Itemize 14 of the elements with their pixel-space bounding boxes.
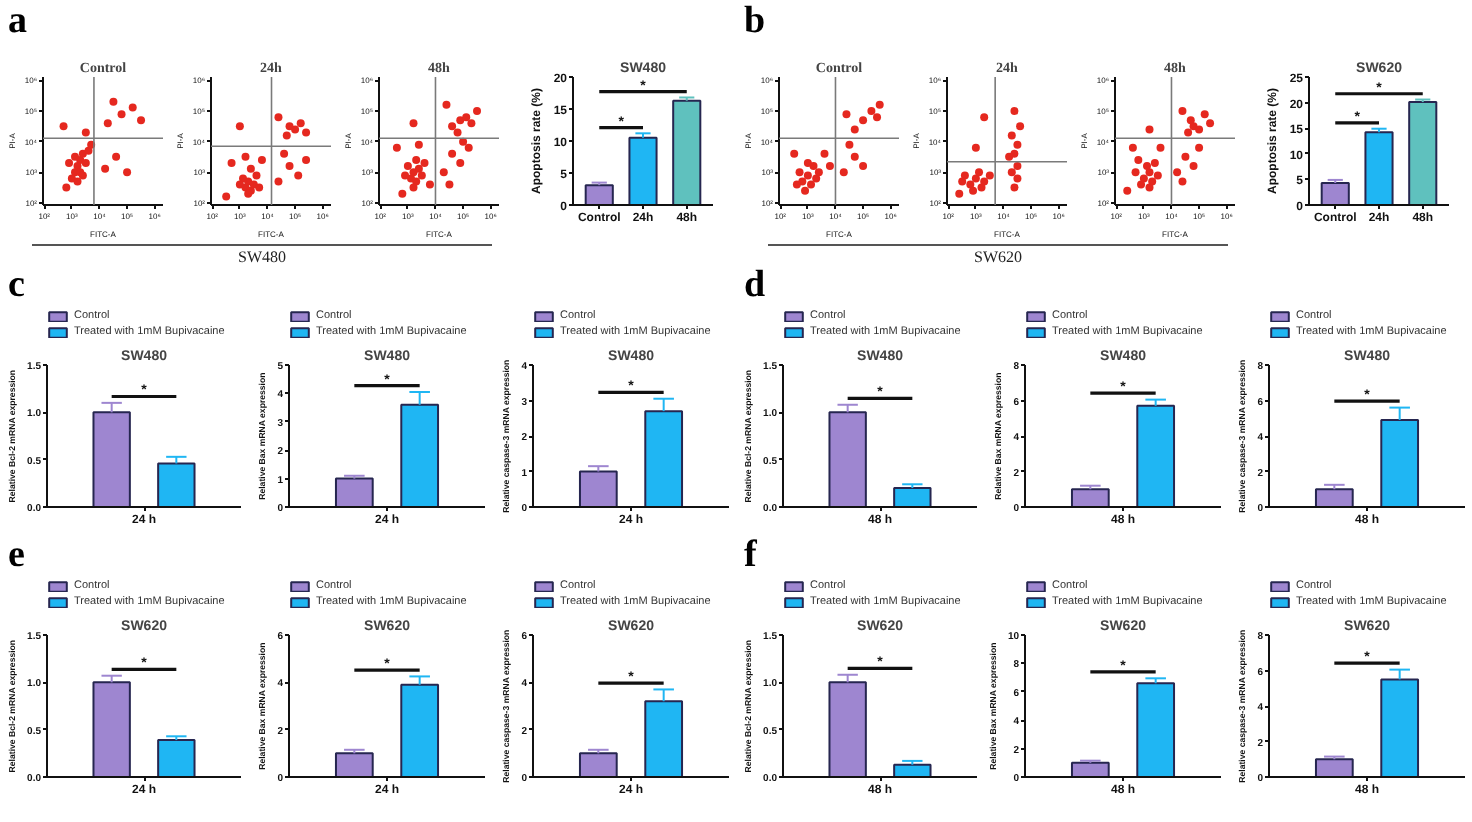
text: e [8, 534, 25, 576]
bar [1364, 131, 1394, 205]
text: f [744, 534, 757, 576]
bar [584, 184, 614, 205]
text: SW480 [238, 246, 286, 268]
bar [628, 136, 658, 205]
bar [1320, 181, 1350, 205]
text: d [744, 264, 766, 306]
bar [1408, 101, 1438, 205]
text: a [8, 0, 27, 44]
text: b [744, 0, 766, 44]
bar [672, 99, 702, 205]
text: SW620 [974, 246, 1022, 268]
text: c [8, 264, 25, 306]
